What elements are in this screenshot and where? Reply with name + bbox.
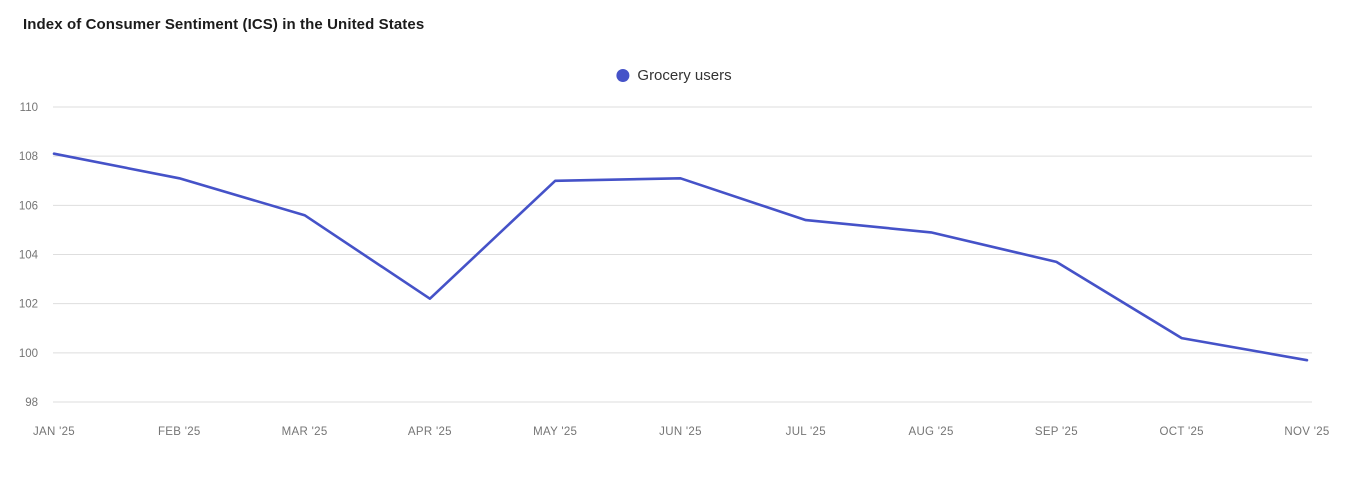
x-tick-label-jul-25: JUL '25	[786, 426, 826, 438]
x-tick-label-mar-25: MAR '25	[282, 426, 328, 438]
y-tick-label-108: 108	[19, 151, 38, 163]
y-tick-label-104: 104	[19, 250, 39, 262]
x-tick-label-jan-25: JAN '25	[33, 426, 75, 438]
y-tick-label-102: 102	[19, 299, 38, 311]
chart-title: Index of Consumer Sentiment (ICS) in the…	[23, 16, 425, 33]
y-tick-label-106: 106	[19, 200, 38, 212]
x-tick-label-aug-25: AUG '25	[908, 426, 953, 438]
series-line-grocery-users[interactable]	[52, 152, 1309, 362]
legend-marker-icon	[616, 69, 630, 82]
y-tick-label-100: 100	[19, 348, 38, 360]
y-tick-label-110: 110	[20, 102, 38, 114]
legend-label: Grocery users	[637, 67, 732, 84]
x-tick-label-oct-25: OCT '25	[1160, 426, 1204, 438]
x-tick-label-feb-25: FEB '25	[158, 426, 201, 438]
x-tick-label-sep-25: SEP '25	[1035, 426, 1078, 438]
x-tick-label-nov-25: NOV '25	[1284, 426, 1329, 438]
x-tick-label-jun-25: JUN '25	[659, 426, 702, 438]
legend-item-grocery-users[interactable]: Grocery users	[616, 67, 732, 84]
x-tick-label-apr-25: APR '25	[408, 426, 452, 438]
y-tick-label-98: 98	[25, 397, 38, 409]
x-tick-label-may-25: MAY '25	[533, 426, 577, 438]
